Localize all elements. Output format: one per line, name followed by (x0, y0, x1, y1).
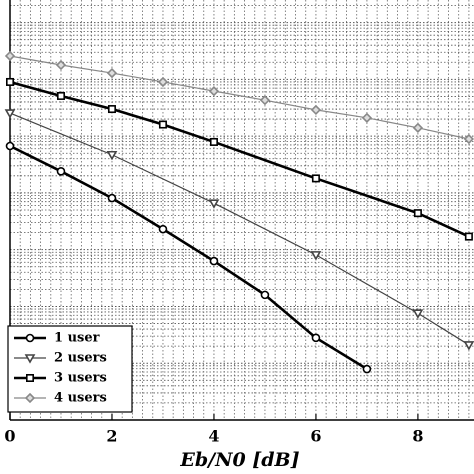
marker (310, 251, 322, 261)
x-tick-label: 0 (4, 427, 15, 446)
marker (463, 133, 474, 145)
marker (260, 290, 270, 300)
x-tick-label: 6 (310, 427, 321, 446)
legend-label: 4 users (54, 391, 107, 406)
marker (412, 309, 424, 319)
marker (107, 193, 117, 203)
series-line (9, 144, 368, 371)
x-tick-label: 4 (208, 427, 219, 446)
marker (158, 120, 167, 129)
marker (24, 354, 36, 364)
marker (106, 67, 118, 79)
legend-label: 2 users (54, 351, 107, 366)
marker (25, 373, 34, 382)
marker (310, 104, 322, 116)
marker (157, 76, 169, 88)
marker (6, 77, 15, 86)
marker (209, 137, 218, 146)
marker (25, 333, 35, 343)
series-line (9, 112, 470, 346)
marker (209, 256, 219, 266)
series-line (9, 55, 470, 140)
marker (158, 224, 168, 234)
marker (259, 95, 271, 106)
marker (107, 105, 116, 114)
marker (4, 109, 16, 119)
marker (208, 86, 220, 97)
marker (56, 91, 65, 100)
x-axis-label: Eb/N0 [dB] (179, 449, 299, 471)
series-line (9, 80, 470, 238)
marker (362, 364, 372, 374)
x-tick-label: 8 (412, 427, 423, 446)
marker (311, 333, 321, 343)
marker (413, 209, 422, 218)
marker (55, 59, 67, 71)
marker (311, 174, 320, 183)
marker (106, 150, 118, 161)
marker (361, 112, 373, 123)
marker (412, 122, 424, 133)
marker (208, 199, 220, 209)
marker (56, 167, 66, 176)
x-tick-label: 2 (106, 427, 117, 446)
marker (24, 392, 36, 404)
marker (463, 341, 474, 351)
marker (464, 232, 473, 241)
legend-label: 1 user (54, 331, 100, 346)
legend-label: 3 users (54, 371, 107, 386)
marker (5, 141, 15, 151)
marker (4, 50, 16, 62)
